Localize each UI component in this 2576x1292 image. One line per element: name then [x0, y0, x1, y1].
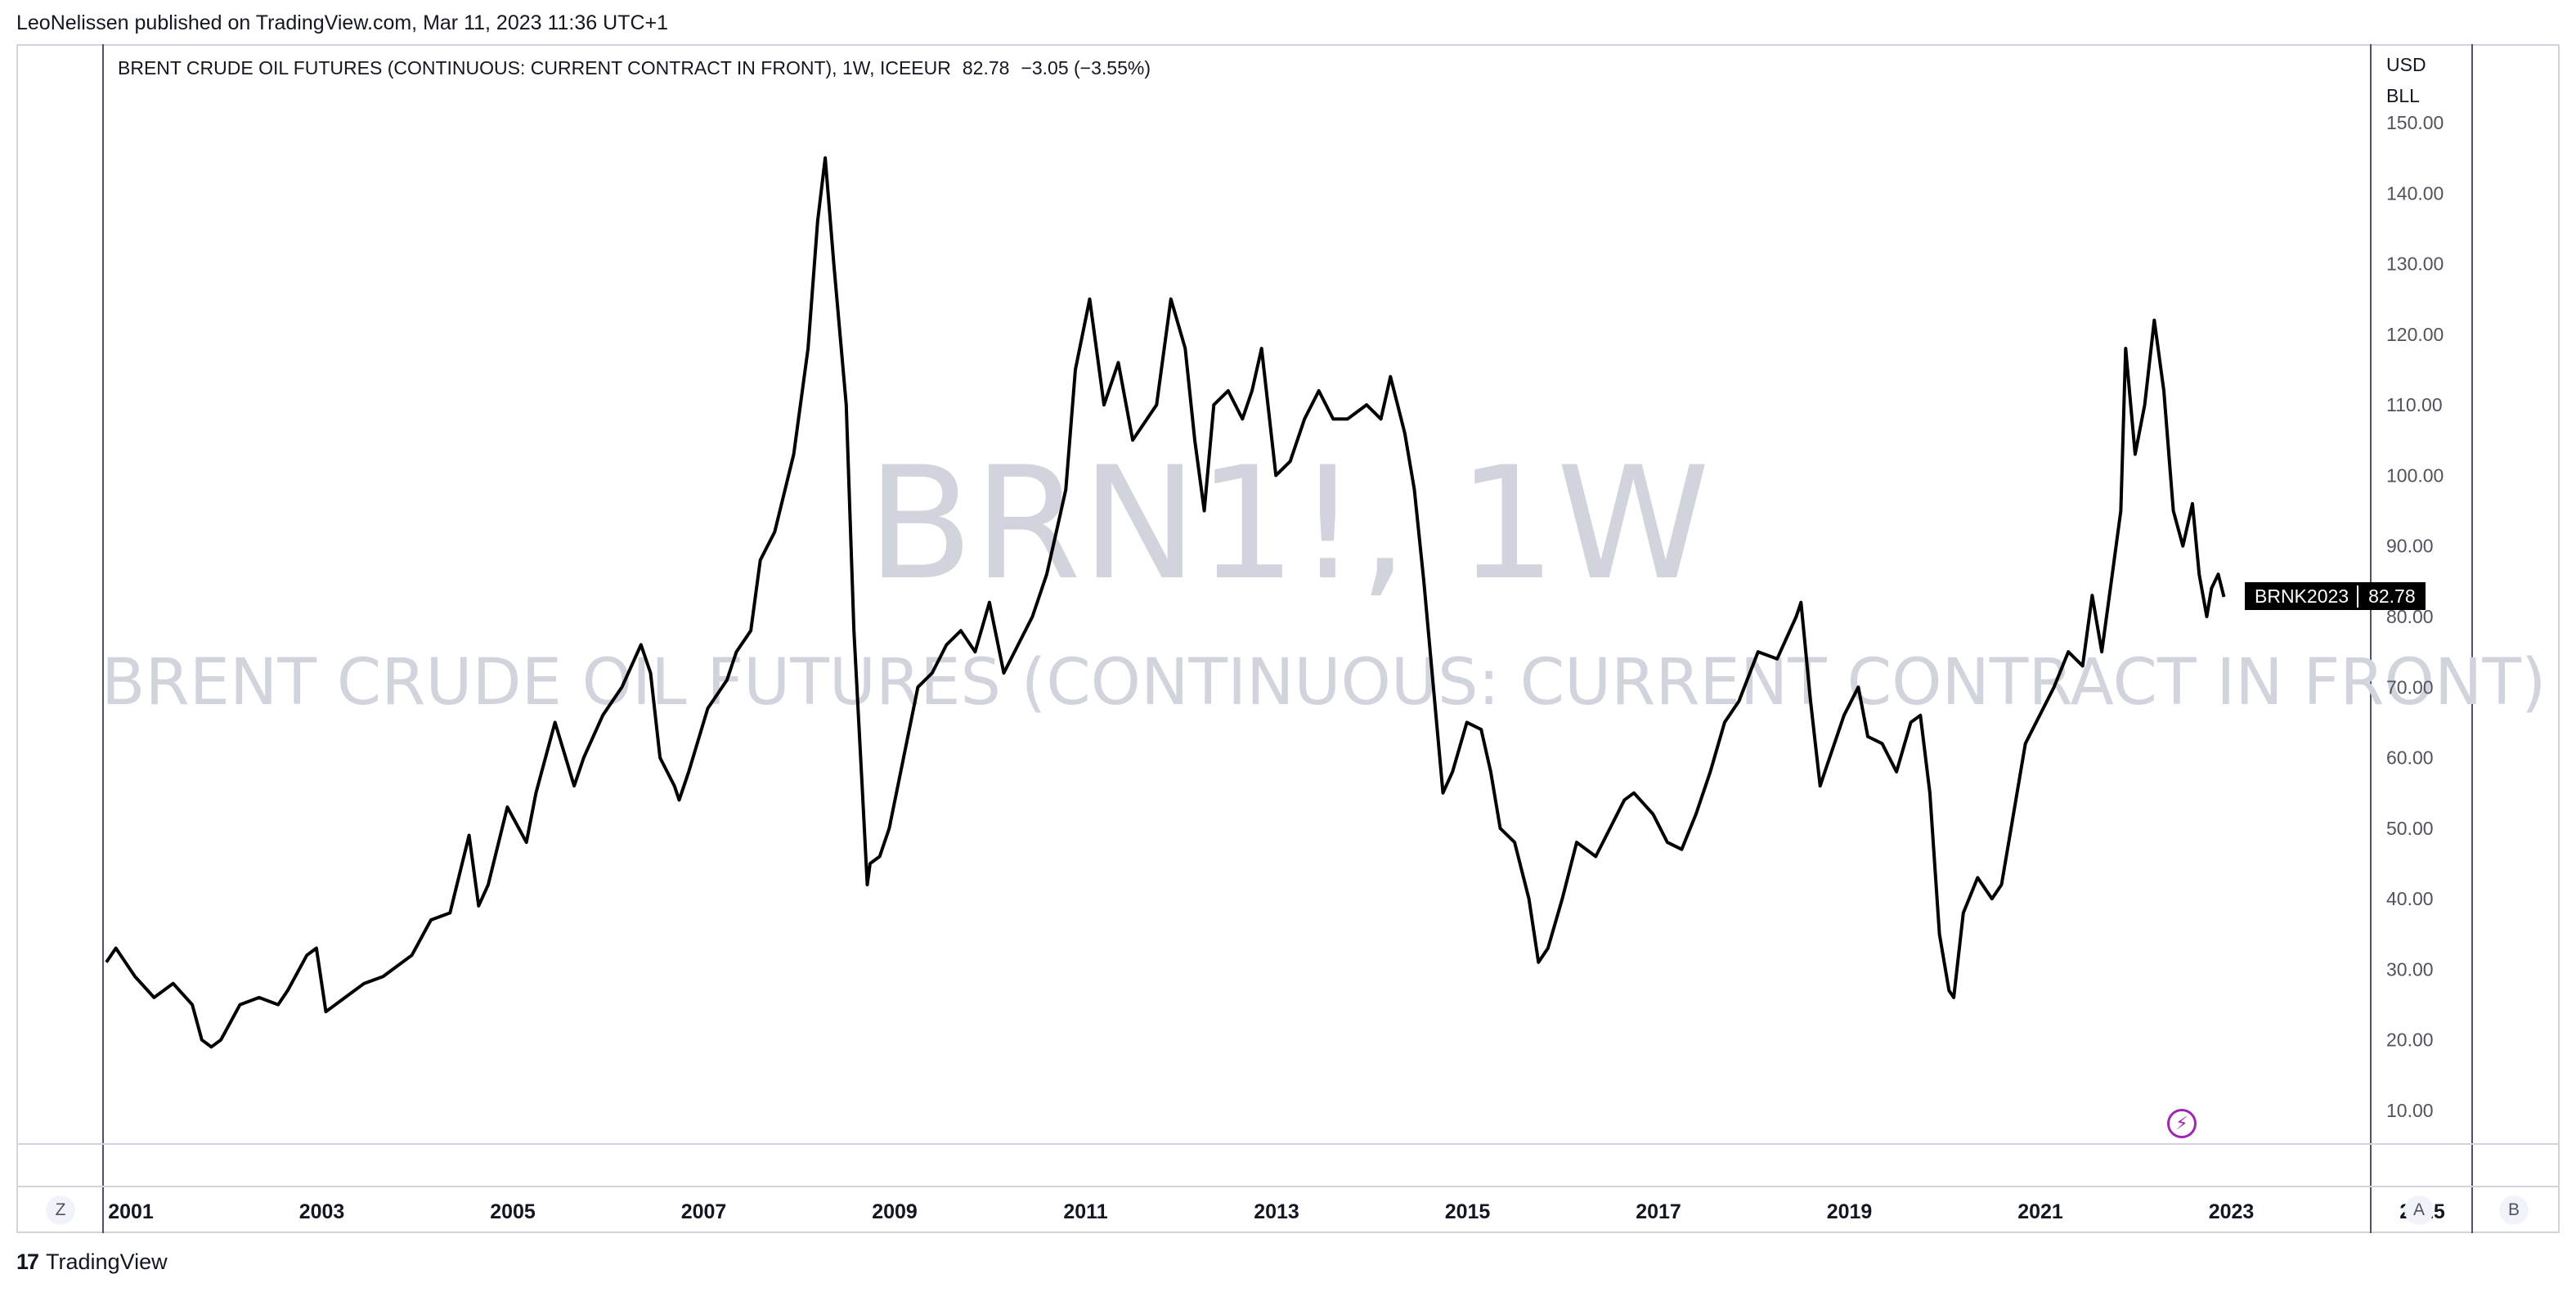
x-tick-label: 2001: [108, 1200, 154, 1223]
x-tick-label: 2003: [299, 1200, 345, 1223]
y-tick-label: 60.00: [2386, 747, 2434, 769]
last-price-symbol: BRNK2023: [2245, 585, 2359, 608]
tradingview-logo-icon: 17: [16, 1249, 39, 1274]
y-tick-label: 130.00: [2386, 253, 2444, 275]
right-panel-divider: [2471, 44, 2473, 1233]
lightning-icon[interactable]: ⚡: [2167, 1109, 2197, 1138]
x-tick-label: 2013: [1254, 1200, 1299, 1223]
tradingview-logo[interactable]: 17 TradingView: [16, 1249, 168, 1275]
y-tick-label: 120.00: [2386, 324, 2444, 345]
chart-left-border: [102, 44, 104, 1233]
series-legend: BRENT CRUDE OIL FUTURES (CONTINUOUS: CUR…: [118, 57, 1151, 79]
legend-change: −3.05 (−3.55%): [1021, 57, 1151, 79]
description-watermark: BRENT CRUDE OIL FUTURES (CONTINUOUS: CUR…: [101, 646, 2547, 720]
x-tick-label: 2009: [872, 1200, 918, 1223]
tradingview-brand: TradingView: [46, 1249, 168, 1274]
x-tick-label: 2019: [1827, 1200, 1873, 1223]
scale-toggle-button[interactable]: B: [2499, 1196, 2529, 1225]
x-tick-label: 2023: [2209, 1200, 2255, 1223]
currency-label[interactable]: USD: [2386, 54, 2426, 75]
price-line-series[interactable]: [105, 156, 2226, 1049]
y-tick-label: 70.00: [2386, 676, 2434, 698]
legend-last-price: 82.78: [962, 57, 1010, 79]
y-tick-label: 100.00: [2386, 464, 2444, 486]
y-tick-label: 90.00: [2386, 536, 2434, 557]
y-tick-label: 150.00: [2386, 112, 2444, 133]
legend-title: BRENT CRUDE OIL FUTURES (CONTINUOUS: CUR…: [118, 57, 951, 79]
y-tick-label: 30.00: [2386, 958, 2434, 980]
x-tick-label: 2007: [681, 1200, 727, 1223]
time-axis-top-border: [16, 1143, 2560, 1145]
last-price-value: 82.78: [2368, 585, 2416, 607]
x-tick-label: 2005: [490, 1200, 536, 1223]
auto-scale-button[interactable]: A: [2404, 1196, 2434, 1225]
x-tick-label: 2017: [1636, 1200, 1681, 1223]
y-tick-label: 20.00: [2386, 1030, 2434, 1051]
price-axis-divider: [2370, 44, 2372, 1233]
time-axis-bottom-border: [16, 1186, 2560, 1187]
zoom-button[interactable]: Z: [46, 1196, 75, 1225]
x-tick-label: 2011: [1063, 1200, 1107, 1223]
y-tick-label: 140.00: [2386, 182, 2444, 204]
attribution-text: LeoNelissen published on TradingView.com…: [16, 11, 669, 34]
last-price-label: BRNK2023 82.78: [2245, 582, 2426, 610]
x-tick-label: 2015: [1445, 1200, 1491, 1223]
x-tick-label: 2021: [2017, 1200, 2063, 1223]
y-tick-label: 40.00: [2386, 888, 2434, 909]
y-tick-label: 110.00: [2386, 394, 2443, 415]
y-tick-label: 50.00: [2386, 818, 2434, 839]
chart-frame: [16, 44, 2560, 1233]
unit-label[interactable]: BLL: [2386, 85, 2420, 106]
y-tick-label: 10.00: [2386, 1100, 2434, 1121]
